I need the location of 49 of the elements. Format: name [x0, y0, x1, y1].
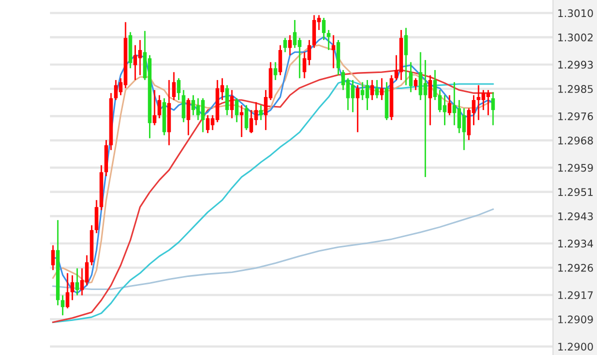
- y-tick-label: 1.2943: [558, 212, 593, 220]
- candlestick: [278, 44, 282, 76]
- candlestick: [186, 98, 190, 136]
- candlestick: [326, 29, 330, 51]
- candlestick: [448, 94, 452, 116]
- candlestick: [225, 84, 229, 116]
- candlestick: [70, 274, 74, 301]
- candlestick: [244, 104, 248, 131]
- candlestick: [404, 27, 408, 86]
- y-tick-label: 1.2959: [558, 164, 593, 172]
- candlestick: [60, 294, 64, 316]
- candlestick: [234, 98, 239, 123]
- candlestick: [152, 89, 156, 126]
- y-tick-label: 1.2968: [558, 136, 593, 144]
- y-tick-label: 1.3010: [558, 9, 593, 18]
- candlestick: [176, 78, 181, 101]
- candlestick: [428, 74, 432, 126]
- candlestick: [75, 268, 79, 296]
- y-tick-label: 1.2934: [558, 240, 594, 248]
- candlestick: [240, 104, 244, 138]
- y-tick-label: 1.2976: [558, 112, 593, 120]
- candlestick: [409, 61, 413, 93]
- y-tick-label: 1.2985: [558, 85, 593, 93]
- candlestick: [375, 79, 379, 99]
- y-tick-label: 1.2926: [558, 264, 593, 272]
- y-tick-label: 1.2951: [558, 188, 593, 196]
- candlestick: [51, 244, 55, 271]
- y-tick-label: 1.2900: [558, 342, 593, 351]
- candlestick: [414, 78, 418, 91]
- candlestick: [370, 79, 374, 101]
- candlestick: [491, 91, 495, 126]
- y-tick-label: 1.2993: [558, 60, 593, 69]
- y-tick-label: 1.2909: [558, 315, 593, 324]
- candlestick: [288, 34, 292, 56]
- candlestick: [158, 94, 162, 119]
- candlestick: [274, 61, 278, 81]
- candlestick: [322, 17, 326, 41]
- candlestick: [182, 89, 186, 123]
- candlestick: [259, 104, 263, 121]
- candlestick: [172, 71, 176, 101]
- candlestick: [356, 84, 360, 133]
- candlestick: [283, 37, 287, 53]
- candlestick: [332, 34, 336, 69]
- candlestick: [66, 272, 70, 310]
- y-tick-label: 1.2917: [558, 291, 593, 300]
- y-tick-label: 1.3002: [558, 34, 593, 42]
- candlestick: [230, 89, 234, 119]
- candlestick: [380, 78, 384, 101]
- candlestick: [94, 199, 98, 234]
